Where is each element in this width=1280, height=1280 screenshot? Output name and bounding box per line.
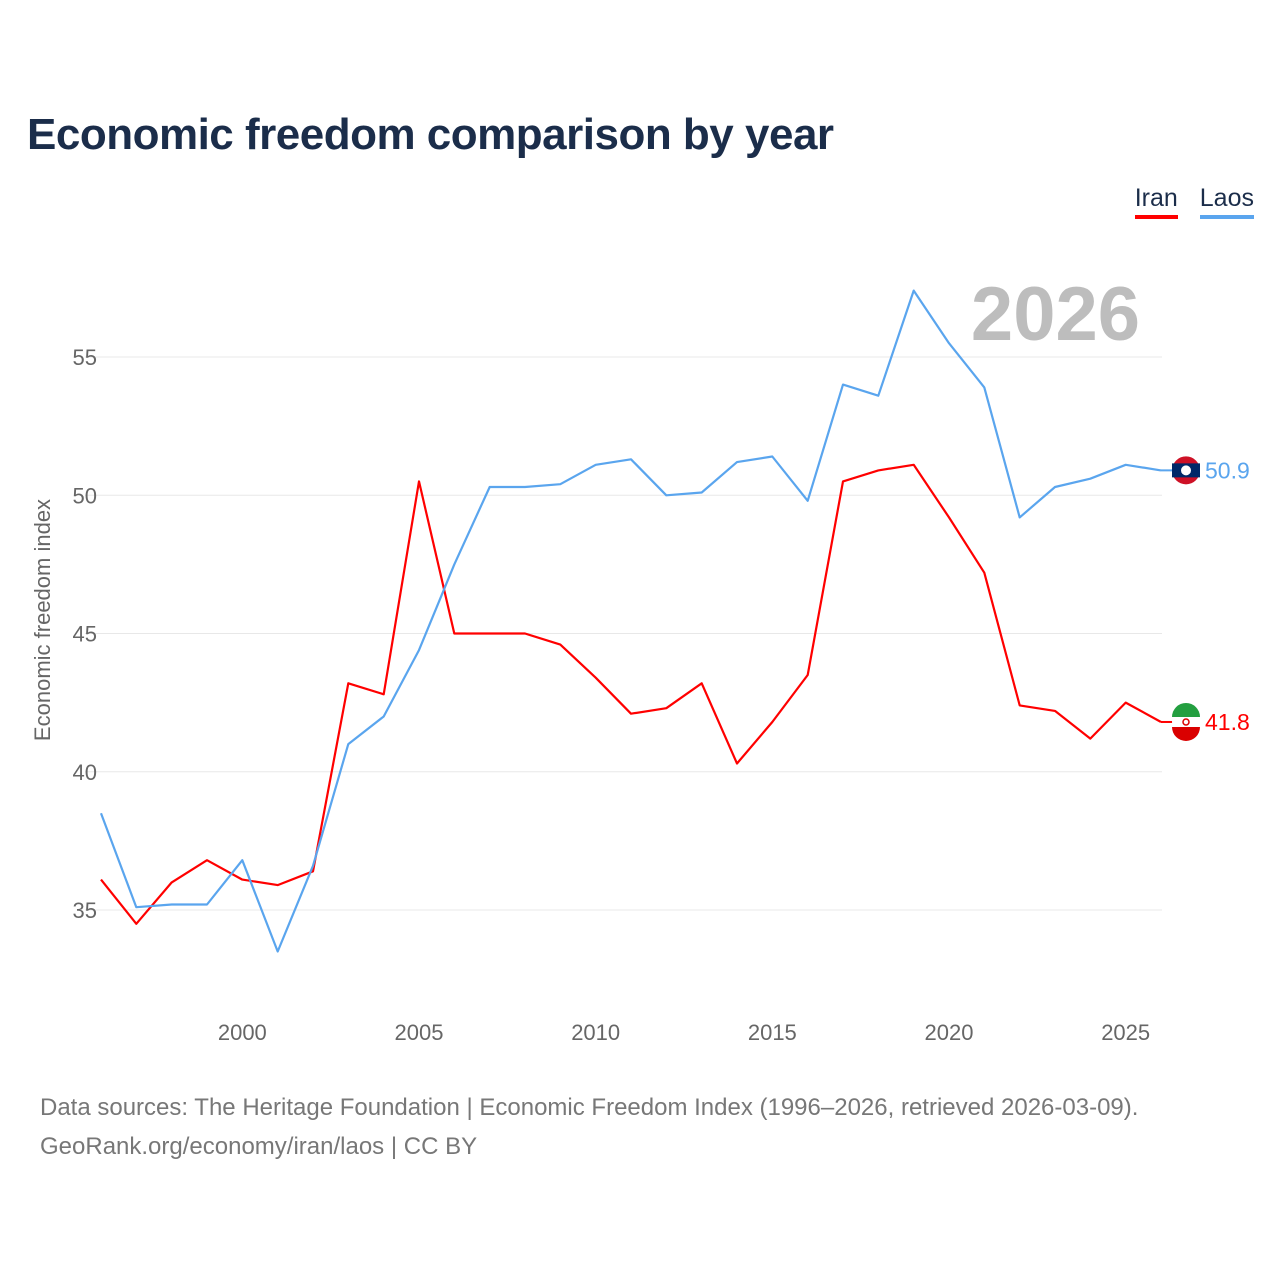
x-tick-label: 2000 — [218, 1020, 267, 1045]
source-line-1: Data sources: The Heritage Foundation | … — [40, 1094, 1139, 1121]
iran-flag-emblem — [1182, 718, 1190, 726]
iran-flag-green — [1172, 702, 1200, 717]
legend-item-laos[interactable]: Laos — [1199, 184, 1254, 219]
end-label-iran: 41.8 — [1205, 709, 1250, 735]
x-tick-label: 2005 — [395, 1020, 444, 1045]
y-tick-label: 55 — [73, 345, 97, 370]
x-tick-label: 2020 — [925, 1020, 974, 1045]
legend: Iran Laos — [1134, 184, 1254, 219]
x-tick-label: 2010 — [571, 1020, 620, 1045]
x-tick-label: 2015 — [748, 1020, 797, 1045]
year-watermark: 2026 — [971, 272, 1140, 357]
legend-item-iran[interactable]: Iran — [1134, 184, 1178, 219]
source-line-2[interactable]: GeoRank.org/economy/iran/laos | CC BY — [40, 1133, 478, 1160]
y-tick-label: 50 — [73, 483, 97, 508]
laos-flag-disc — [1181, 465, 1191, 476]
series-line-iran — [100, 463, 1162, 925]
end-label-laos: 50.9 — [1205, 457, 1250, 483]
x-tick-label: 2025 — [1101, 1020, 1150, 1045]
y-tick-label: 45 — [73, 622, 97, 647]
iran-flag-red — [1172, 726, 1200, 741]
y-tick-label: 40 — [73, 760, 97, 785]
series-line-laos — [99, 289, 1162, 953]
source-note: Data sources: The Heritage Foundation | … — [40, 1088, 1138, 1166]
y-axis-title: Economic freedom index — [30, 499, 55, 741]
y-tick-label: 35 — [73, 898, 97, 923]
chart-title: Economic freedom comparison by year — [27, 110, 834, 159]
